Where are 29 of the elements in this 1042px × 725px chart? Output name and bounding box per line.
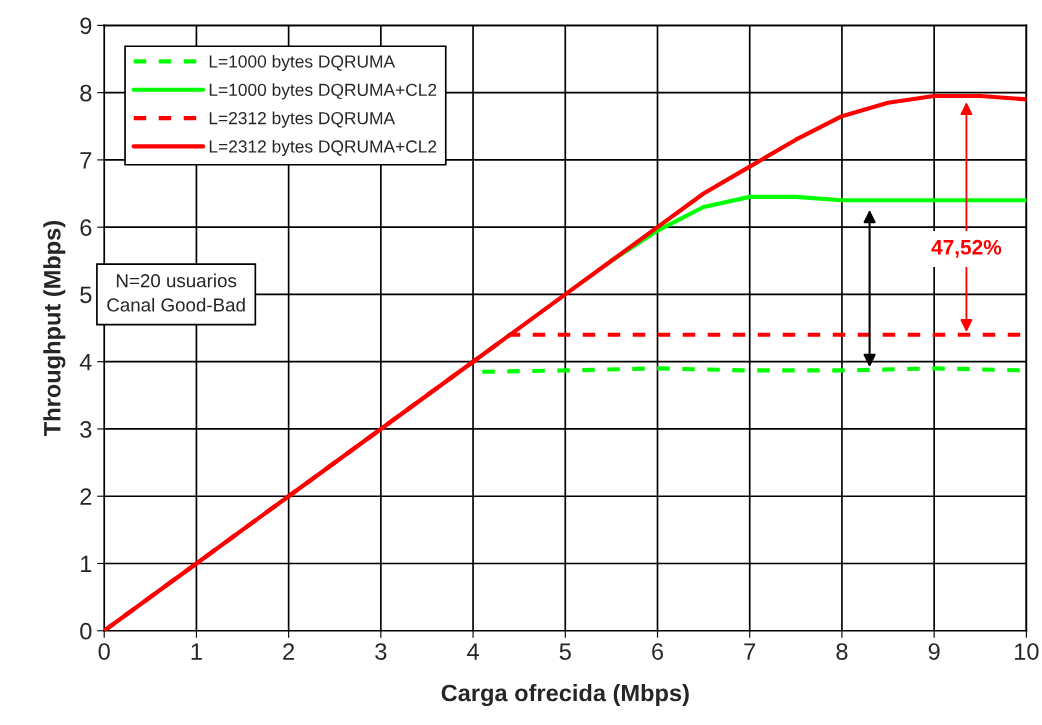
y-tick-label: 8 [80, 84, 92, 102]
legend-label: L=2312 bytes DQRUMA+CL2 [209, 139, 437, 157]
legend-label: L=2312 bytes DQRUMA [209, 111, 396, 128]
y-tick-label: 4 [79, 354, 92, 371]
x-tick-label: 0 [98, 643, 110, 660]
x-axis-title: Carga ofrecida (Mbps) [441, 684, 689, 707]
x-tick-label: 8 [836, 643, 848, 660]
x-tick-label: 2 [283, 643, 295, 660]
annotation: N=20 usuarios Canal Good-Bad [107, 273, 245, 312]
y-tick-label: 2 [80, 488, 92, 505]
x-tick-label: 4 [467, 643, 479, 660]
legend-label: L=1000 bytes DQRUMA [209, 54, 396, 72]
x-tick-label: 5 [559, 643, 571, 660]
x-tick-label: 6 [652, 643, 664, 660]
annotation: 47,52% [931, 239, 1002, 258]
y-tick-label: 5 [80, 286, 92, 304]
legend-label: L=1000 bytes DQRUMA+CL2 [209, 83, 437, 100]
x-tick-label: 3 [375, 643, 387, 660]
y-tick-label: 6 [80, 219, 92, 236]
x-tick-label: 1 [191, 643, 202, 660]
x-tick-label: 9 [928, 643, 940, 660]
y-tick-label: 9 [80, 17, 92, 35]
x-tick-label: 10 [1015, 643, 1039, 660]
x-tick-label: 7 [744, 643, 756, 660]
y-axis-title: Throughput (Mbps) [43, 221, 66, 436]
y-tick-label: 3 [80, 421, 92, 438]
y-tick-label: 1 [81, 555, 92, 573]
y-tick-label: 0 [80, 622, 92, 640]
y-tick-label: 7 [80, 152, 92, 169]
